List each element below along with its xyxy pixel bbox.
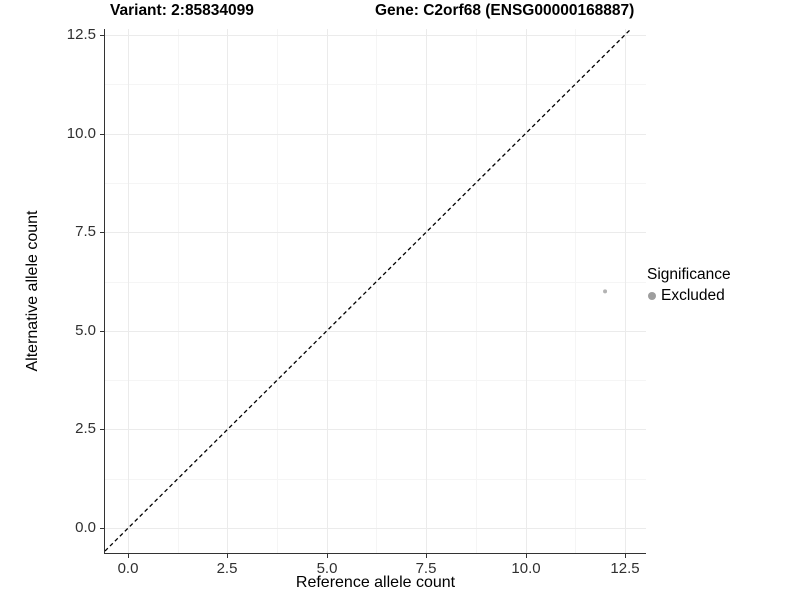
y-tick-label: 5.0: [75, 322, 96, 339]
y-tick-label: 0.0: [75, 519, 96, 536]
x-axis-line: [104, 553, 646, 554]
y-tick-label: 7.5: [75, 223, 96, 240]
x-tick-mark: [327, 554, 328, 558]
x-tick-mark: [128, 554, 129, 558]
legend-title: Significance: [647, 266, 731, 283]
y-tick-label: 10.0: [66, 125, 96, 142]
x-tick-label: 12.5: [610, 560, 640, 577]
y-tick-mark: [100, 232, 104, 233]
x-tick-mark: [526, 554, 527, 558]
x-tick-label: 2.5: [216, 560, 238, 577]
x-tick-mark: [426, 554, 427, 558]
y-tick-label: 12.5: [66, 26, 96, 43]
plot-title-gene: Gene: C2orf68 (ENSG00000168887): [375, 2, 635, 19]
y-tick-mark: [100, 528, 104, 529]
y-tick-mark: [100, 429, 104, 430]
y-tick-mark: [100, 134, 104, 135]
identity-line: [105, 29, 632, 552]
x-tick-label: 10.0: [511, 560, 541, 577]
legend-item-excluded: Excluded: [647, 287, 731, 305]
plot-title-variant: Variant: 2:85834099: [110, 2, 254, 19]
legend-item-label: Excluded: [661, 287, 725, 304]
legend-significance: Significance Excluded: [647, 266, 731, 305]
x-tick-label: 7.5: [415, 560, 437, 577]
data-point: [603, 289, 608, 294]
y-tick-mark: [100, 35, 104, 36]
x-tick-mark: [625, 554, 626, 558]
x-axis-title: Reference allele count: [295, 574, 456, 591]
y-tick-mark: [100, 331, 104, 332]
x-tick-label: 5.0: [316, 560, 338, 577]
legend-point-icon: [648, 292, 656, 300]
x-tick-mark: [227, 554, 228, 558]
x-tick-label: 0.0: [117, 560, 139, 577]
y-axis-title-text: Alternative allele count: [24, 210, 41, 372]
plot-panel: [105, 29, 646, 553]
y-axis-line: [104, 29, 105, 554]
y-tick-label: 2.5: [75, 420, 96, 437]
